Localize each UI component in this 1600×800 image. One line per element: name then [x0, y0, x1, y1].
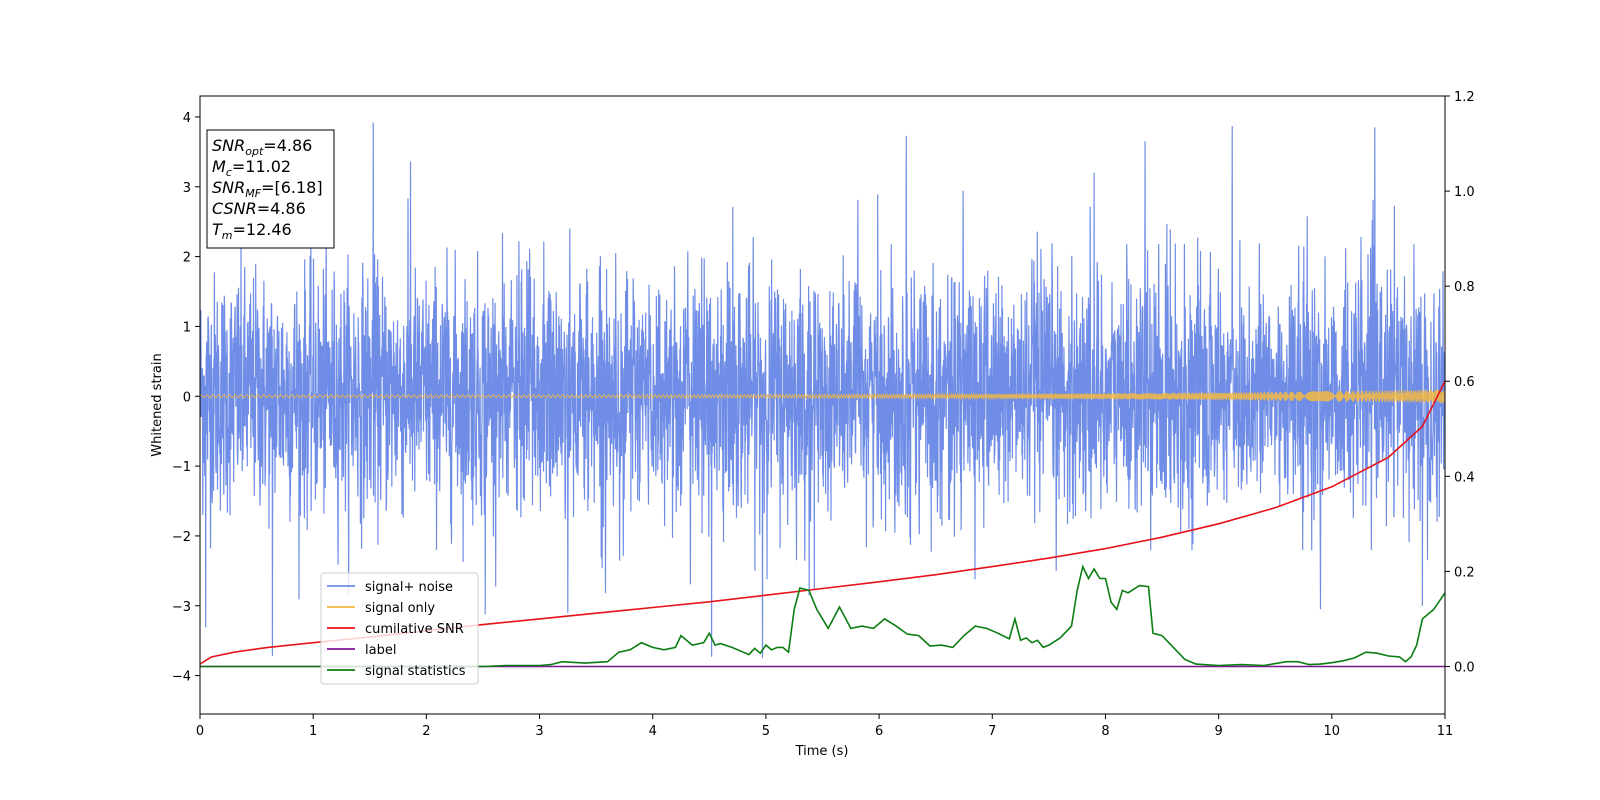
plot-frame: [199, 95, 1446, 715]
legend-label: signal statistics: [365, 664, 466, 679]
legend-label: signal only: [365, 601, 435, 616]
annotation-line: CSNR=4.86: [212, 199, 306, 218]
y-axis-label: Whitened strain: [150, 353, 165, 456]
legend-label: signal+ noise: [365, 580, 453, 595]
x-tick-label: 1: [309, 724, 317, 739]
legend-label: cumilative SNR: [365, 622, 464, 637]
y2-tick-label: 1.0: [1454, 185, 1475, 200]
annotation-frame: [206, 129, 335, 249]
legend-item: label: [327, 643, 396, 658]
annotation-line: SNRMF=[6.18]: [212, 178, 323, 200]
series-signal-only: [200, 389, 1445, 404]
y2-tick-label: 0.0: [1454, 660, 1475, 675]
y2-tick-label: 1.2: [1454, 90, 1475, 105]
annotation-line: Mc=11.02: [212, 157, 291, 179]
legend-item: signal+ noise: [327, 580, 453, 595]
x-tick-label: 4: [649, 724, 657, 739]
y-tick-label: −3: [172, 600, 191, 615]
legend-item: signal statistics: [327, 664, 466, 679]
x-tick-label: 7: [988, 724, 996, 739]
y-axis-right: 0.0 0.2 0.4 0.6 0.8 1.0 1.2: [1445, 90, 1475, 675]
x-tick-label: 8: [1101, 724, 1109, 739]
series-line-signal-only: [200, 389, 1445, 404]
y2-tick-label: 0.8: [1454, 280, 1475, 295]
y-tick-label: −2: [172, 530, 191, 545]
y-tick-label: 3: [183, 181, 191, 196]
x-tick-label: 6: [875, 724, 883, 739]
y-tick-label: 1: [183, 320, 191, 335]
metrics-annotation-box: SNRopt=4.86Mc=11.02SNRMF=[6.18]CSNR=4.86…: [206, 129, 335, 249]
y-tick-label: 2: [183, 251, 191, 266]
x-tick-label: 5: [762, 724, 770, 739]
annotation-line: Tm=12.46: [212, 220, 292, 242]
y-tick-label: 0: [183, 390, 191, 405]
legend: signal+ noise signal only cumilative SNR la…: [320, 572, 479, 685]
y2-tick-label: 0.4: [1454, 470, 1475, 485]
x-tick-label: 2: [422, 724, 430, 739]
x-tick-label: 11: [1437, 724, 1454, 739]
x-tick-label: 10: [1324, 724, 1341, 739]
series-signal-noise: [200, 122, 1445, 659]
series-line-signal-noise: [200, 122, 1445, 659]
x-tick-label: 9: [1214, 724, 1222, 739]
series-line-signal-statistics: [200, 564, 1445, 668]
legend-item: cumilative SNR: [327, 622, 464, 637]
legend-frame: [320, 572, 479, 685]
x-tick-label: 3: [535, 724, 543, 739]
y-axis-left: −4 −3 −2 −1 0 1 2 3 4: [172, 111, 200, 685]
annotation-line: SNRopt=4.86: [212, 136, 312, 158]
y-tick-label: −1: [172, 460, 191, 475]
y-tick-label: −4: [172, 670, 191, 685]
y2-tick-label: 0.2: [1454, 565, 1475, 580]
legend-item: signal only: [327, 601, 435, 616]
x-axis: 0 1 2 3 4 5 6 7 8 9 10 11: [196, 714, 1453, 739]
legend-label: label: [365, 643, 396, 658]
y-tick-label: 4: [183, 111, 191, 126]
y2-tick-label: 0.6: [1454, 375, 1475, 390]
x-tick-label: 0: [196, 724, 204, 739]
x-axis-label: Time (s): [795, 744, 849, 759]
